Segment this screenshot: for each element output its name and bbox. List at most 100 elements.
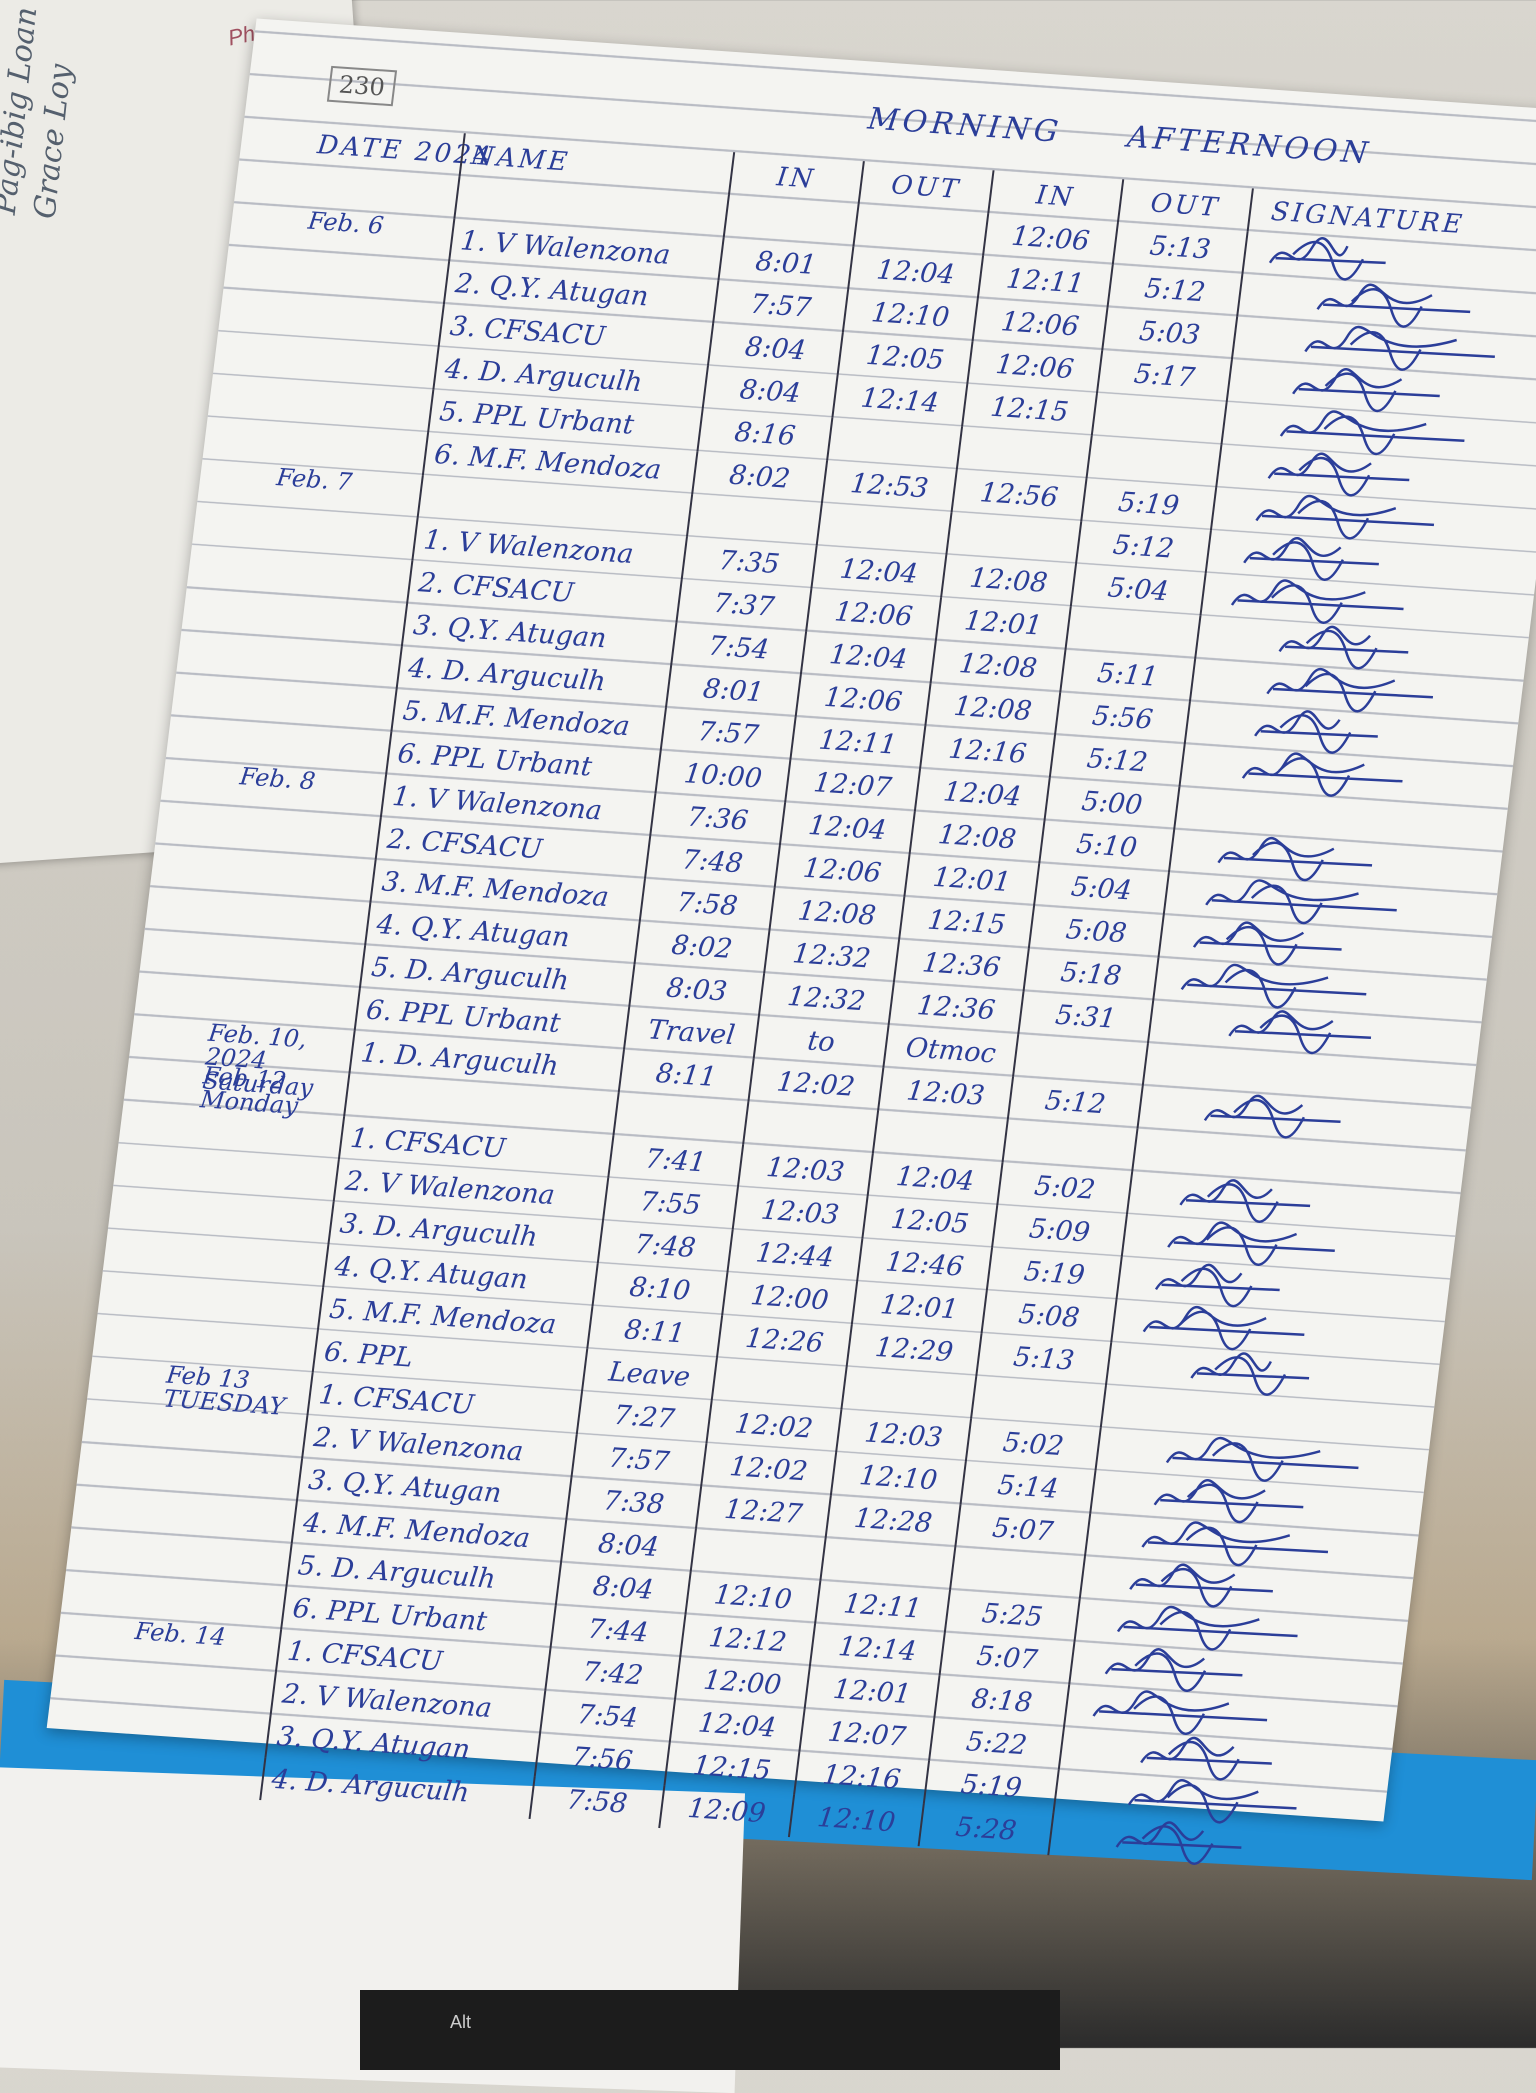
- log-row: 3. Q.Y. Atugan 7:56 12:15 12:16 5:19: [115, 1704, 1368, 1835]
- signature-scribble: [1092, 1690, 1268, 1735]
- log-row: 4. D. Arguculh 8:04 12:14 12:15: [283, 336, 1535, 467]
- signature-cell: [1063, 1684, 1378, 1749]
- signature-scribble: [1241, 752, 1403, 797]
- signature-scribble: [1267, 452, 1410, 497]
- attendance-log: DATE 2024 NAME IN OUT IN OUT SIGNATURE 1…: [110, 123, 1536, 1877]
- log-row: 2. V Walenzona 7:54 12:04 12:07 5:22: [120, 1661, 1373, 1792]
- signature-scribble: [1228, 1010, 1372, 1055]
- cell-am-in: 7:58: [528, 1776, 664, 1828]
- signature-scribble: [1278, 625, 1409, 670]
- signature-cell: [1115, 1256, 1430, 1322]
- log-row: 3. D. Arguculh 7:48 12:44 12:46 5:19: [178, 1191, 1430, 1322]
- afternoon-header: AFTERNOON: [1125, 119, 1374, 172]
- log-row: Feb. 14 1. CFSACU 7:42 12:00 12:01 8:18: [125, 1617, 1378, 1749]
- signature-cell: [1146, 1000, 1462, 1065]
- log-row: 5. M.F. Mendoza 7:57 12:11 12:16 5:12: [241, 678, 1493, 809]
- signature-cell: [1052, 1769, 1368, 1835]
- signature-scribble: [1190, 1352, 1310, 1396]
- signature-scribble: [1179, 1179, 1311, 1223]
- log-row: Feb. 8 1. V Walenzona 7:36 12:04 12:08 5:10: [230, 762, 1483, 894]
- signature-cell: [1120, 1214, 1436, 1279]
- signature-scribble: [1205, 879, 1397, 925]
- log-row: 12:06 5:13: [304, 166, 1536, 296]
- log-row: 5. D. Arguculh 8:03 12:32 12:36 5:31: [209, 935, 1462, 1065]
- signature-cell: [1089, 1470, 1404, 1535]
- log-row: 3. M.F. Mendoza 7:58 12:08 12:15 5:08: [220, 849, 1472, 980]
- log-row: 3. CFSACU 8:04 12:05 12:06 5:17: [288, 294, 1536, 424]
- signature-cell: [1167, 829, 1483, 894]
- signature-cell: [1215, 444, 1530, 510]
- log-row: 1. CFSACU 7:41 12:03 12:04 5:02: [188, 1106, 1441, 1236]
- log-row: 1. V Walenzona 7:35 12:04 12:08 5:04: [262, 507, 1514, 638]
- signature-cell: [1178, 743, 1493, 809]
- signature-scribble: [1203, 1094, 1341, 1139]
- signature-cell: [1162, 872, 1478, 937]
- log-row: 6. PPL Urbant 7:44 12:12 12:14 5:07: [131, 1576, 1383, 1706]
- signature-cell: [1241, 231, 1536, 296]
- log-row: 4. D. Arguculh 8:01 12:06 12:08 5:56: [246, 636, 1499, 766]
- signature-cell: [1183, 701, 1499, 766]
- signature-cell: [1136, 1085, 1451, 1151]
- signature-scribble: [1142, 1305, 1305, 1351]
- log-row: 5. M.F. Mendoza 8:11 12:26 12:29 5:13: [167, 1277, 1420, 1407]
- signature-scribble: [1254, 710, 1378, 754]
- signature-scribble: [1104, 1648, 1243, 1692]
- log-row: 4. Q.Y. Atugan 8:10 12:00 12:01 5:08: [173, 1234, 1425, 1364]
- signature-scribble: [1266, 667, 1434, 713]
- log-row: 4. D. Arguculh 7:58 12:09 12:10 5:28: [110, 1747, 1362, 1877]
- log-row: 2. Q.Y. Atugan 7:57 12:10 12:06 5:03: [293, 251, 1536, 381]
- log-row: 4. Q.Y. Atugan 8:02 12:32 12:36 5:18: [215, 892, 1467, 1022]
- log-row: Feb 13 TUESDAY 1. CFSACU 7:27 12:02 12:03 5:0…: [157, 1361, 1409, 1493]
- signature-scribble: [1167, 1221, 1335, 1266]
- signature-scribble: [1165, 1436, 1359, 1482]
- log-row: 2. V Walenzona 7:55 12:03 12:05 5:09: [183, 1148, 1436, 1279]
- signature-cell: [1068, 1641, 1383, 1706]
- log-row: 5. PPL Urbant 8:16: [277, 379, 1530, 510]
- signature-cell: [1230, 316, 1536, 381]
- log-row: 2. CFSACU 7:48 12:06 12:01 5:04: [225, 807, 1478, 937]
- signature-cell: [1204, 530, 1520, 595]
- signature-cell: [1110, 1299, 1425, 1364]
- logbook-page: 230 MORNING AFTERNOON DATE 2024 NAME IN …: [46, 18, 1536, 1877]
- signature-scribble: [1154, 1263, 1280, 1308]
- log-row: Feb. 10, 2024 Saturday 1. D. Arguculh 8:11…: [199, 1019, 1451, 1151]
- signature-cell: [1073, 1598, 1388, 1664]
- log-row: 2. CFSACU 7:37 12:06 12:01: [256, 550, 1509, 681]
- signature-cell: [1083, 1513, 1399, 1578]
- morning-header: MORNING: [865, 101, 1064, 150]
- signature-scribble: [1292, 368, 1440, 413]
- cell-pm-in: 12:10: [787, 1794, 923, 1847]
- log-row: 2. V Walenzona 7:57 12:02 12:10 5:14: [152, 1405, 1404, 1535]
- signature-cell: [1220, 402, 1535, 467]
- signature-scribble: [1116, 1605, 1298, 1651]
- signature-cell: [1194, 615, 1509, 681]
- signature-scribble: [1255, 494, 1435, 540]
- signature-scribble: [1268, 237, 1386, 281]
- log-row: 5. D. Arguculh 8:04 12:10 12:11 5:25: [136, 1533, 1388, 1664]
- signature-scribble: [1129, 1563, 1273, 1608]
- page-number: 230: [326, 65, 397, 107]
- signature-cell: [1152, 957, 1467, 1022]
- log-row: Feb. 6 1. V Walenzona 8:01 12:04 12:11 5:12: [298, 207, 1536, 339]
- cell-am-out: 12:09: [658, 1785, 794, 1837]
- signature-cell: [1157, 914, 1472, 980]
- signature-scribble: [1115, 1821, 1242, 1865]
- log-row: 3. Q.Y. Atugan 7:54 12:04 12:08 5:11: [251, 593, 1504, 723]
- log-row: Feb. 7 5:12: [267, 463, 1520, 595]
- log-row: 6. M.F. Mendoza 8:02 12:53 12:56 5:19: [272, 422, 1525, 552]
- signature-cell: [1094, 1427, 1409, 1493]
- signature-scribble: [1243, 537, 1379, 581]
- alt-key: Alt: [450, 2012, 472, 2032]
- signature-cell: [1104, 1342, 1420, 1407]
- signature-scribble: [1217, 836, 1373, 882]
- log-row: 4. M.F. Mendoza 8:04: [141, 1490, 1394, 1621]
- signature-cell: [1125, 1171, 1441, 1236]
- signature-scribble: [1279, 410, 1465, 456]
- signature-cell: [1057, 1726, 1373, 1792]
- signature-cell: [1047, 1812, 1362, 1877]
- log-row: 3. Q.Y. Atugan 7:38 12:27 12:28 5:07: [146, 1448, 1399, 1578]
- signature-cell: [1078, 1555, 1394, 1621]
- signature-cell: [1199, 572, 1514, 638]
- signature-scribble: [1140, 1736, 1272, 1781]
- signature-scribble: [1141, 1521, 1329, 1567]
